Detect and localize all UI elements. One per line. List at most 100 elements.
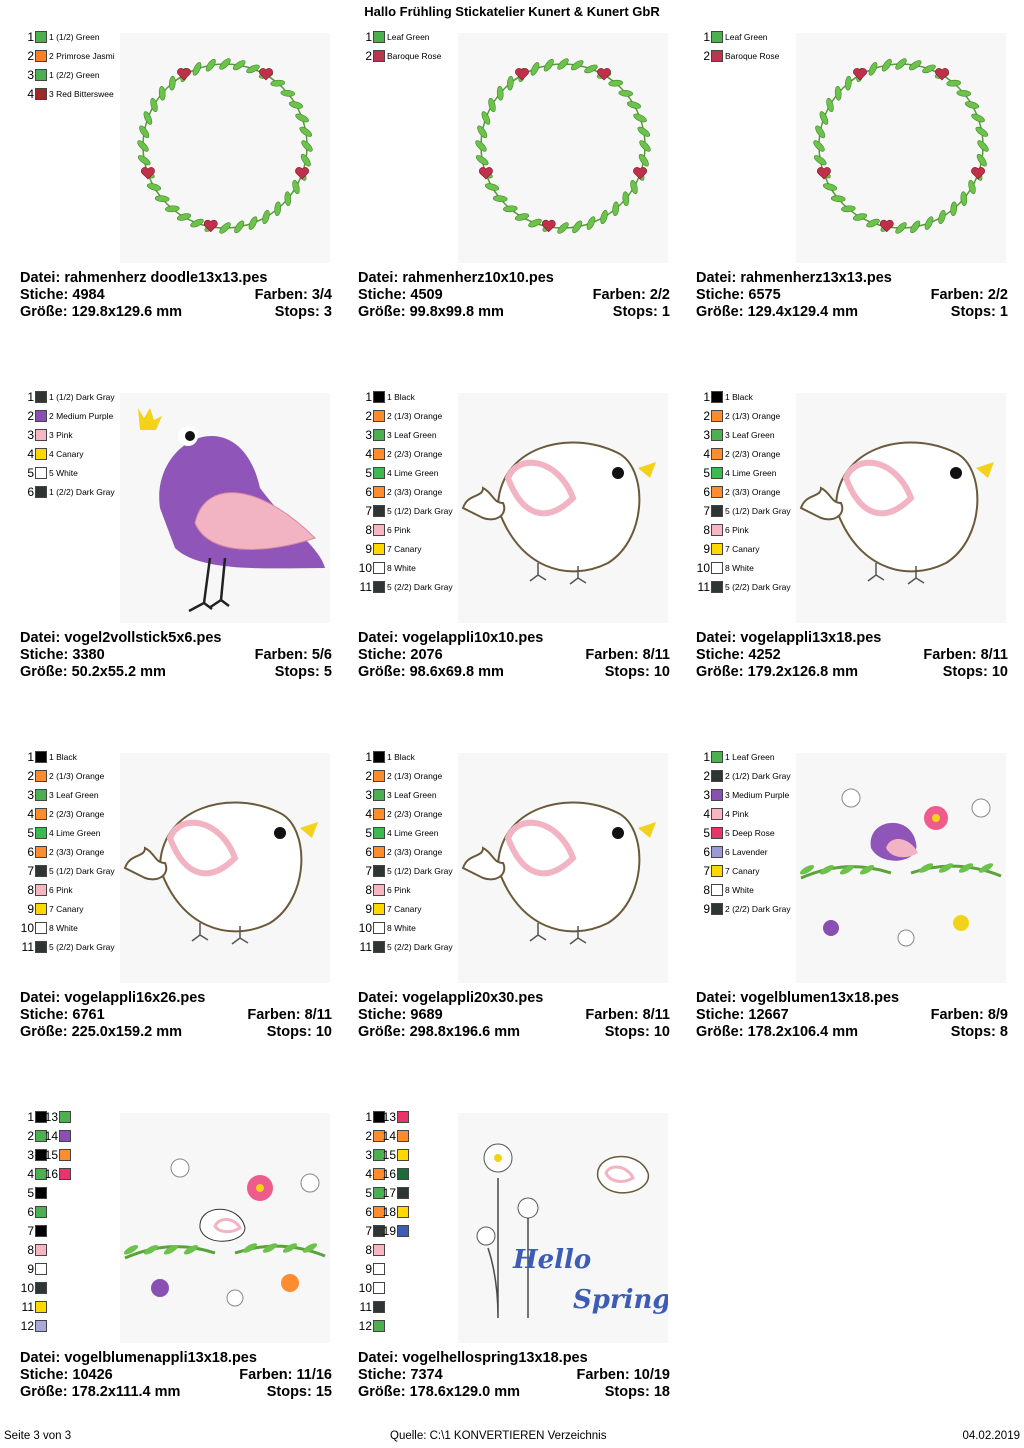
color-swatch [373, 846, 385, 858]
thread-name: 4 Pink [725, 809, 749, 819]
page-title: Hallo Frühling Stickatelier Kunert & Kun… [364, 4, 660, 19]
thread-number: 9 [27, 1262, 34, 1276]
thread-number: 2 [27, 769, 34, 783]
colors-label: Farben: [254, 647, 312, 663]
stitches-label: Stiche: [696, 1007, 749, 1023]
stitches-label: Stiche: [696, 287, 749, 303]
thread-number: 16 [44, 1167, 58, 1181]
thread-number: 2 [27, 409, 34, 423]
size-label: Größe: [20, 1024, 72, 1040]
color-swatch [35, 865, 47, 877]
thread-number: 12 [358, 1319, 372, 1333]
thread-name: 5 (1/2) Dark Gray [387, 866, 453, 876]
thread-name: 8 White [725, 563, 754, 573]
thread-name: 2 (3/3) Orange [387, 847, 443, 857]
colors-label: Farben: [254, 287, 312, 303]
color-swatch [373, 770, 385, 782]
size-label: Größe: [20, 304, 72, 320]
stops-label: Stops: [604, 664, 654, 680]
thread-number: 15 [44, 1148, 58, 1162]
embroidery-art [461, 441, 656, 585]
thread-number: 7 [365, 1224, 372, 1238]
thread-number: 6 [27, 1205, 34, 1219]
thread-number: 3 [703, 428, 710, 442]
thread-name: 2 (1/2) Dark Gray [725, 771, 791, 781]
thread-number: 2 [703, 769, 710, 783]
embroidery-art [799, 788, 1002, 947]
thread-number: 17 [382, 1186, 396, 1200]
design-card: 1 2 3 4 5 6 7 [20, 1108, 332, 1428]
color-swatch [711, 543, 723, 555]
thread-number: 11 [21, 940, 34, 954]
thread-number: 5 [365, 466, 372, 480]
design-size: 179.2x126.8 mm [747, 664, 859, 680]
color-swatch [35, 1263, 47, 1275]
stitches-label: Stiche: [20, 647, 73, 663]
thread-number: 6 [27, 845, 34, 859]
design-info: Datei: vogelappli16x26.pes Stiche: 6761 … [20, 990, 332, 1041]
design-card: 1 2 3 4 5 6 7 [358, 1108, 670, 1428]
thread-name: 7 Canary [725, 544, 760, 554]
thread-name: 3 Leaf Green [387, 790, 437, 800]
thread-name: 4 Lime Green [49, 828, 101, 838]
embroidery-art [123, 801, 318, 945]
stitch-count: 3380 [72, 647, 105, 663]
thread-number: 11 [697, 580, 710, 594]
thread-number: 18 [382, 1205, 396, 1219]
file-label: Datei: [358, 1350, 403, 1366]
thread-name: 5 (1/2) Dark Gray [49, 866, 115, 876]
stops-label: Stops: [604, 1024, 654, 1040]
thread-name: 7 Canary [49, 904, 84, 914]
stop-count: 5 [323, 664, 332, 680]
stop-count: 3 [323, 304, 332, 320]
color-swatch [35, 884, 47, 896]
colors-label: Farben: [585, 647, 643, 663]
thread-name: 7 Canary [725, 866, 760, 876]
color-swatch [35, 448, 47, 460]
thread-number: 3 [27, 788, 34, 802]
thread-name: 3 Medium Purple [725, 790, 790, 800]
color-swatch [397, 1130, 409, 1142]
thread-number: 1 [27, 750, 34, 764]
stop-count: 1 [999, 304, 1008, 320]
file-label: Datei: [358, 990, 403, 1006]
thread-number: 5 [27, 466, 34, 480]
thread-name: 4 Canary [49, 449, 84, 459]
thread-number: 11 [359, 580, 372, 594]
color-swatch [373, 865, 385, 877]
thread-name: 1 Black [49, 752, 77, 762]
thread-number: 4 [27, 87, 34, 101]
stop-count: 10 [653, 664, 670, 680]
thread-number: 14 [44, 1129, 58, 1143]
color-swatch [711, 581, 723, 593]
thread-number: 2 [365, 769, 372, 783]
thread-name: 5 (2/2) Dark Gray [725, 582, 791, 592]
stops-label: Stops: [274, 304, 324, 320]
file-label: Datei: [20, 990, 65, 1006]
thread-number: 7 [365, 864, 372, 878]
color-swatch [373, 429, 385, 441]
thread-name: 4 Lime Green [387, 828, 439, 838]
design-preview: Hello Spring! [458, 1113, 668, 1343]
colors-label: Farben: [592, 287, 650, 303]
design-size: 129.4x129.4 mm [747, 304, 859, 320]
color-swatch [35, 1130, 47, 1142]
color-swatch [711, 562, 723, 574]
thread-number: 1 [27, 1110, 34, 1124]
color-swatch [35, 846, 47, 858]
size-label: Größe: [20, 664, 72, 680]
thread-number: 4 [365, 447, 372, 461]
thread-number: 9 [27, 902, 34, 916]
color-swatch [373, 941, 385, 953]
design-info: Datei: vogelblumenappli13x18.pes Stiche:… [20, 1350, 332, 1401]
design-size: 129.8x129.6 mm [71, 304, 183, 320]
color-swatch [35, 1244, 47, 1256]
stitches-label: Stiche: [696, 647, 749, 663]
print-date: 04.02.2019 [962, 1430, 1020, 1442]
color-swatch [373, 31, 385, 43]
size-label: Größe: [358, 304, 410, 320]
color-swatch [373, 486, 385, 498]
color-swatch [711, 789, 723, 801]
thread-number: 1 [365, 750, 372, 764]
color-swatch [373, 448, 385, 460]
